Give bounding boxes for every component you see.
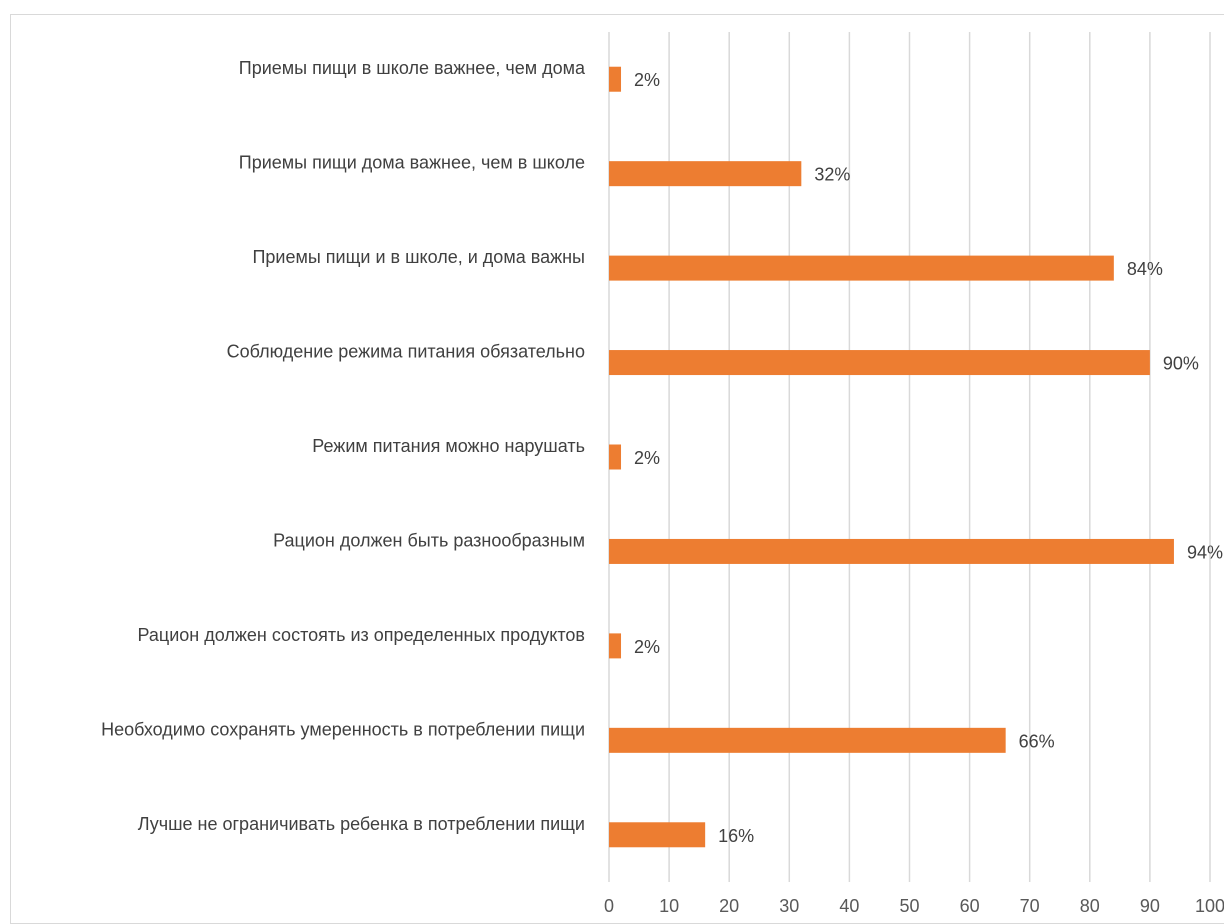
- x-tick-label: 0: [604, 896, 614, 916]
- category-label: Приемы пищи и в школе, и дома важны: [252, 247, 585, 267]
- x-tick-label: 80: [1080, 896, 1100, 916]
- data-label: 66%: [1019, 731, 1055, 751]
- data-label: 32%: [814, 165, 850, 185]
- category-label: Соблюдение режима питания обязательно: [227, 342, 585, 362]
- bar: [609, 538, 1174, 564]
- data-label: 94%: [1187, 542, 1223, 562]
- category-label: Рацион должен быть разнообразным: [273, 530, 585, 550]
- x-tick-label: 30: [779, 896, 799, 916]
- bar: [609, 727, 1006, 753]
- bar: [609, 822, 706, 848]
- category-label: Рацион должен состоять из определенных п…: [138, 625, 586, 645]
- data-label: 2%: [634, 448, 660, 468]
- category-label: Лучше не ограничивать ребенка в потребле…: [138, 814, 585, 834]
- x-tick-label: 70: [1020, 896, 1040, 916]
- bar: [609, 444, 622, 470]
- category-label: Приемы пищи в школе важнее, чем дома: [239, 58, 586, 78]
- category-label: Приемы пищи дома важнее, чем в школе: [239, 153, 585, 173]
- data-label: 16%: [718, 826, 754, 846]
- data-label: 2%: [634, 637, 660, 657]
- bar: [609, 66, 622, 92]
- x-tick-label: 50: [899, 896, 919, 916]
- category-label: Необходимо сохранять умеренность в потре…: [101, 719, 585, 739]
- gridlines: [608, 32, 1211, 882]
- bar: [609, 161, 802, 187]
- x-tick-label: 60: [960, 896, 980, 916]
- x-tick-label: 40: [839, 896, 859, 916]
- category-label: Режим питания можно нарушать: [312, 436, 585, 456]
- data-label: 90%: [1163, 354, 1199, 374]
- x-tick-label: 20: [719, 896, 739, 916]
- bar: [609, 633, 622, 659]
- bars: [609, 66, 1174, 848]
- x-axis-ticks: 0 10 20 30 40 50 60 70 80 90 100: [604, 896, 1224, 916]
- category-labels: Приемы пищи в школе важнее, чем дома Прие…: [101, 58, 586, 834]
- data-label: 2%: [634, 70, 660, 90]
- bar: [609, 350, 1150, 376]
- x-tick-label: 10: [659, 896, 679, 916]
- x-tick-label: 100: [1195, 896, 1224, 916]
- x-tick-label: 90: [1140, 896, 1160, 916]
- data-labels: 2% 32% 84% 90% 2% 94% 2% 66% 16%: [634, 70, 1223, 846]
- bar: [609, 255, 1114, 281]
- data-label: 84%: [1127, 259, 1163, 279]
